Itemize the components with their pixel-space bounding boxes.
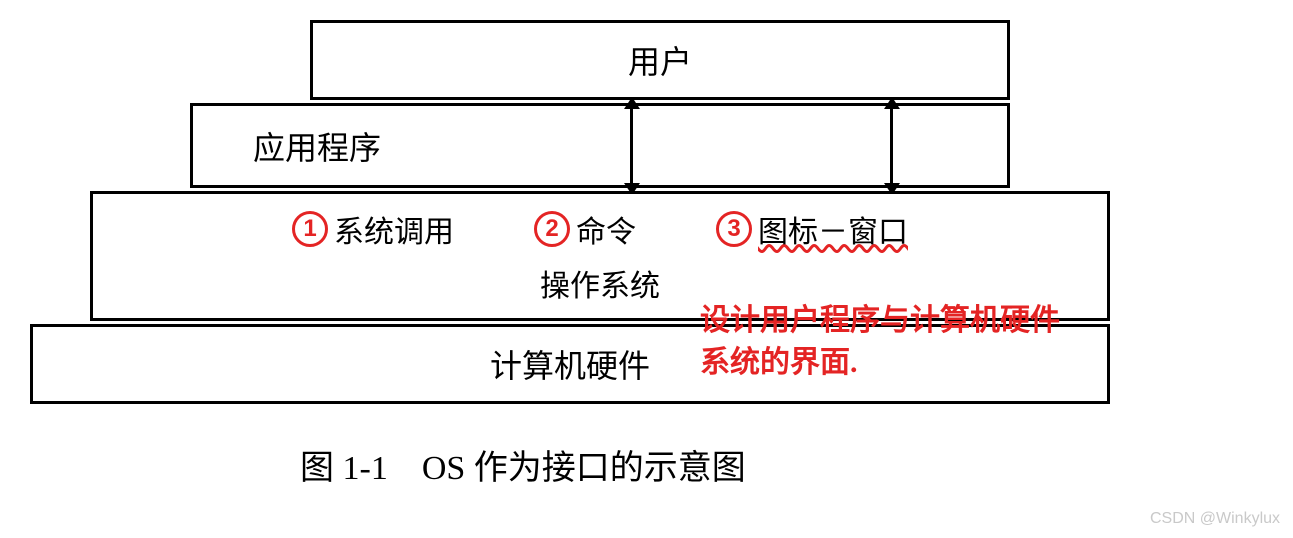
arrow-user-os-2	[890, 105, 893, 187]
circled-number-1: 1	[292, 211, 328, 247]
layer-hardware-label: 计算机硬件	[490, 341, 650, 387]
os-item-command: 2 命令	[534, 207, 636, 251]
os-item-command-label: 命令	[576, 207, 636, 251]
os-sub-label: 操作系统	[540, 261, 660, 305]
figure-caption: 图 1-1 OS 作为接口的示意图	[300, 440, 746, 489]
circled-number-3: 3	[716, 211, 752, 247]
annotation-line-1: 设计用户程序与计算机硬件	[700, 300, 1060, 342]
os-item-syscall: 1 系统调用	[292, 207, 454, 251]
handwritten-annotation: 设计用户程序与计算机硬件 系统的界面.	[700, 300, 1060, 384]
annotation-line-2: 系统的界面.	[700, 342, 1060, 384]
os-interfaces-row: 1 系统调用 2 命令 3 图标－窗口	[93, 207, 1107, 251]
layer-user: 用户	[310, 20, 1010, 100]
circled-number-2: 2	[534, 211, 570, 247]
arrow-user-os-1	[630, 105, 633, 187]
layer-app-label: 应用程序	[253, 123, 381, 169]
layer-user-label: 用户	[628, 37, 692, 83]
os-item-gui-label: 图标－窗口	[758, 207, 908, 251]
csdn-watermark: CSDN @Winkylux	[1150, 510, 1280, 528]
os-item-gui: 3 图标－窗口	[716, 207, 908, 251]
os-item-syscall-label: 系统调用	[334, 207, 454, 251]
layer-app: 应用程序	[190, 103, 1010, 188]
